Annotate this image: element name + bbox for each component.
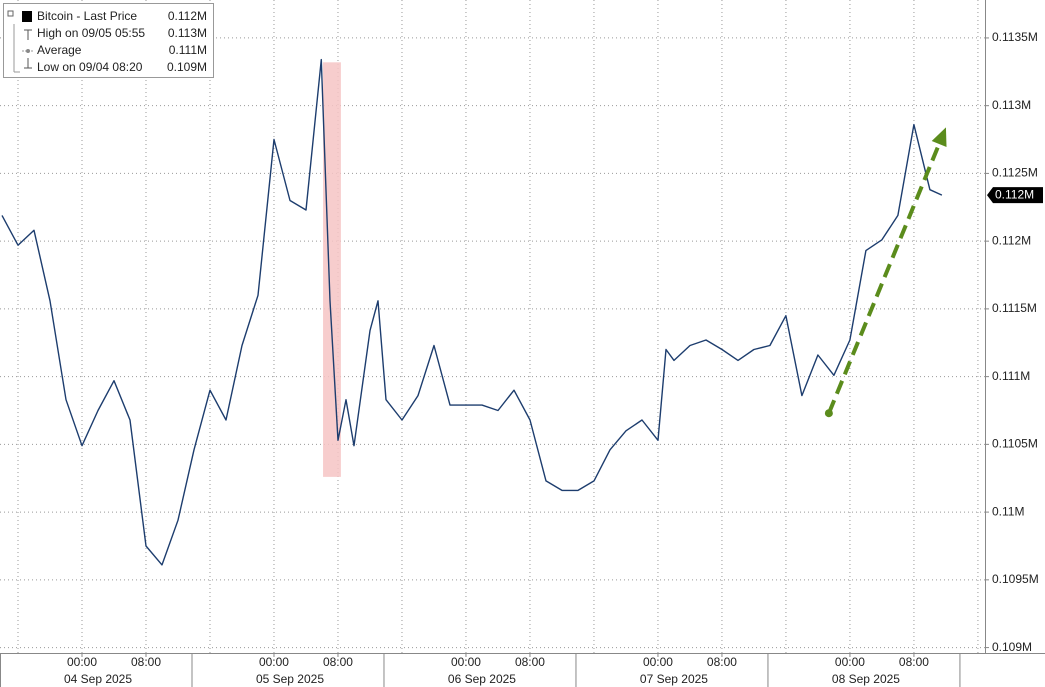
trend-arrow: [827, 143, 941, 414]
highlight-band: [323, 62, 341, 477]
x-date-label: 06 Sep 2025: [448, 672, 516, 686]
x-tick-label: 00:00: [451, 655, 481, 669]
y-tick-label: 0.1115M: [992, 301, 1037, 315]
y-tick-label: 0.113M: [992, 98, 1031, 112]
legend: Bitcoin - Last Price 0.112M High on 09/0…: [3, 3, 214, 78]
x-date-label: 05 Sep 2025: [256, 672, 324, 686]
x-tick-label: 00:00: [259, 655, 289, 669]
plot-area: [1, 58, 947, 566]
y-tick-label: 0.11M: [992, 504, 1024, 518]
trend-arrow-start: [824, 409, 833, 418]
legend-toggle: [7, 10, 14, 17]
x-tick-label: 00:00: [67, 655, 97, 669]
trend-arrow-head: [931, 127, 947, 148]
x-tick-label: 08:00: [899, 655, 929, 669]
x-date-label: 04 Sep 2025: [64, 672, 132, 686]
x-tick-label: 08:00: [131, 655, 161, 669]
x-tick-label: 08:00: [515, 655, 545, 669]
axes: 0.109M 0.1095M 0.11M 0.1105M 0.111M 0.1115M 0.…: [0, 30, 1043, 687]
last-price-label: 0.112M: [995, 187, 1034, 201]
last-price-tag: [987, 187, 1043, 204]
y-tick-label: 0.111M: [992, 369, 1030, 383]
legend-label: Average: [37, 43, 82, 57]
x-date-label: 07 Sep 2025: [640, 672, 708, 686]
legend-box: [3, 3, 214, 78]
legend-value: 0.111M: [169, 43, 207, 57]
legend-tree: [13, 24, 20, 73]
legend-swatch: [22, 11, 32, 22]
y-tick-label: 0.1105M: [992, 437, 1038, 451]
y-tick-label: 0.1095M: [992, 572, 1039, 586]
legend-label: Bitcoin - Last Price: [37, 9, 137, 23]
legend-icon: [24, 29, 32, 40]
x-date-label: 08 Sep 2025: [832, 672, 900, 686]
legend-value: 0.109M: [167, 60, 207, 74]
legend-label: Low on 09/04 08:20: [37, 60, 143, 74]
legend-label: High on 09/05 05:55: [37, 26, 145, 40]
x-tick-label: 08:00: [707, 655, 737, 669]
y-tick-label: 0.109M: [992, 640, 1032, 654]
legend-value: 0.113M: [168, 26, 207, 40]
legend-icon: [24, 58, 32, 69]
x-tick-label: 00:00: [835, 655, 865, 669]
legend-value: 0.112M: [168, 9, 207, 23]
price-line: [1, 58, 943, 566]
y-tick-label: 0.1135M: [992, 30, 1038, 44]
x-tick-label: 08:00: [323, 655, 353, 669]
y-tick-label: 0.112M: [992, 233, 1031, 247]
y-tick-label: 0.1125M: [992, 166, 1038, 180]
x-tick-label: 00:00: [643, 655, 673, 669]
legend-icon: [26, 49, 30, 53]
